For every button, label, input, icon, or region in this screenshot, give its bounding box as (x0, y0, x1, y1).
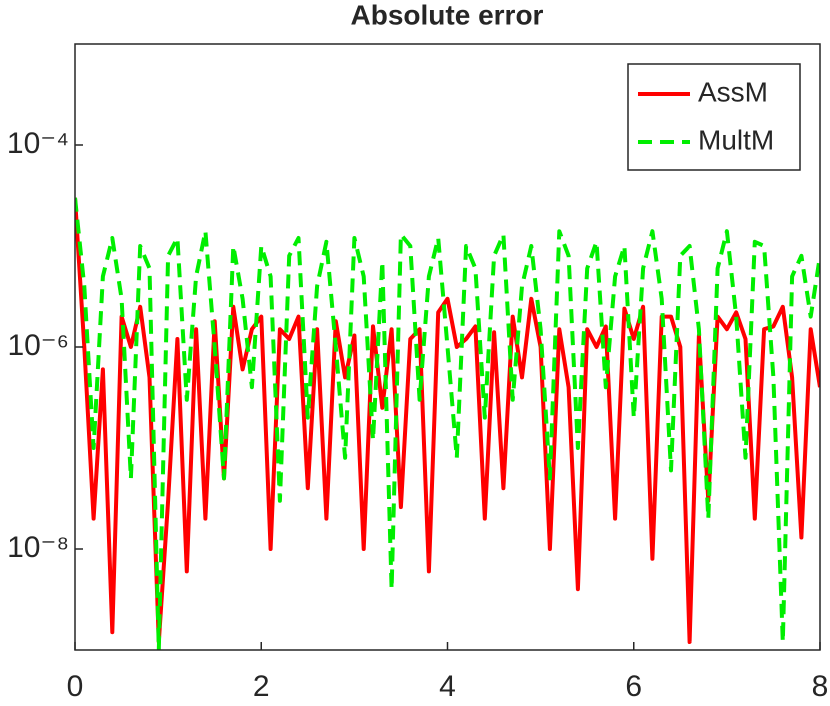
legend-label: MultM (698, 124, 774, 155)
y-tick-label: 10⁻⁶ (7, 329, 69, 362)
x-tick-label: 6 (625, 670, 642, 703)
y-tick-label: 10⁻⁴ (7, 127, 69, 160)
plot-area (75, 197, 820, 650)
y-tick-label: 10⁻⁸ (7, 531, 69, 564)
x-tick-label: 4 (439, 670, 456, 703)
x-tick-label: 8 (812, 670, 829, 703)
series-line (75, 197, 820, 644)
series-line (75, 197, 820, 650)
x-tick-label: 0 (67, 670, 84, 703)
x-tick-label: 2 (253, 670, 270, 703)
legend-label: AssM (698, 76, 768, 107)
chart-title: Absolute error (351, 0, 544, 30)
legend-box (627, 63, 801, 171)
